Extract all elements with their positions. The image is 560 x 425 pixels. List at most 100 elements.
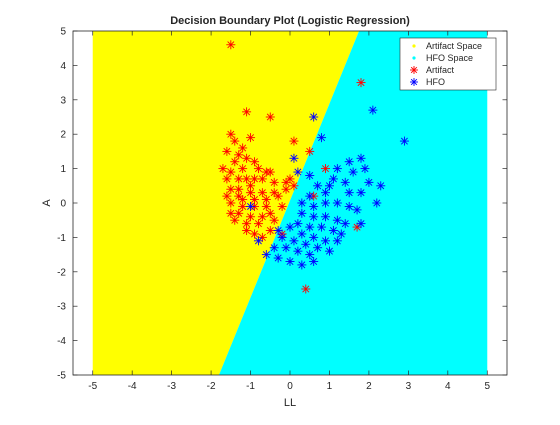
hfo-point (309, 212, 319, 222)
hfo-point (277, 232, 287, 242)
y-tick-label: 4 (60, 61, 66, 72)
hfo-point (253, 236, 263, 246)
legend-box (399, 37, 497, 91)
artifact-point (226, 184, 236, 194)
y-tick-label: -4 (57, 336, 66, 347)
legend-label-artifact-space: Artifact Space (426, 41, 482, 51)
x-tick-label: -1 (246, 381, 255, 392)
hfo-point (324, 181, 334, 191)
hfo-point (332, 198, 342, 208)
artifact-point (257, 188, 267, 198)
artifact-point (242, 107, 252, 117)
hfo-point (344, 201, 354, 211)
artifact-point (246, 133, 256, 143)
artifact-point (249, 157, 259, 167)
legend: Artifact Space HFO Space Artifact HFO (399, 37, 497, 91)
artifact-point (238, 143, 248, 153)
hfo-point (321, 188, 331, 198)
hfo-point (356, 219, 366, 229)
artifact-point (242, 219, 252, 229)
x-tick-label: -3 (167, 381, 176, 392)
hfo-point (368, 105, 378, 115)
hfo-point (356, 188, 366, 198)
hfo-point (273, 253, 283, 263)
artifact-point (234, 174, 244, 184)
hfo-point (305, 191, 315, 201)
y-tick-label: -3 (57, 302, 66, 313)
hfo-point (332, 236, 342, 246)
hfo-point (328, 174, 338, 184)
y-tick-label: 2 (60, 130, 66, 141)
artifact-point (249, 174, 259, 184)
legend-marker-hfo-space (412, 56, 416, 60)
artifact-point (238, 201, 248, 211)
artifact-point (230, 215, 240, 225)
hfo-point (293, 167, 303, 177)
hfo-point (344, 157, 354, 167)
hfo-point (352, 205, 362, 215)
hfo-point (321, 236, 331, 246)
artifact-point (289, 136, 299, 146)
artifact-point (261, 201, 271, 211)
hfo-point (317, 222, 327, 232)
hfo-point (313, 181, 323, 191)
hfo-point (289, 236, 299, 246)
hfo-point (344, 188, 354, 198)
artifact-point (234, 208, 244, 218)
artifact-point (305, 146, 315, 156)
hfo-point (289, 153, 299, 163)
artifact-point (234, 191, 244, 201)
legend-marker-artifact (410, 66, 418, 74)
artifact-point (226, 40, 236, 50)
hfo-point (297, 260, 307, 270)
hfo-point (301, 239, 311, 249)
hfo-point (261, 250, 271, 260)
artifact-point (269, 215, 279, 225)
hfo-point (269, 243, 279, 253)
legend-marker-artifact-space (412, 44, 416, 48)
hfo-point (305, 222, 315, 232)
artifact-point (222, 146, 232, 156)
artifact-point (265, 112, 275, 122)
artifact-space-region (92, 31, 360, 375)
artifact-point (261, 195, 271, 205)
artifact-point (218, 164, 228, 174)
y-tick-label: 0 (60, 199, 66, 210)
artifact-point (281, 177, 291, 187)
hfo-point (360, 164, 370, 174)
artifact-point (226, 129, 236, 139)
y-axis-label: A (41, 199, 53, 207)
legend-marker-hfo (410, 78, 418, 86)
artifact-point (321, 164, 331, 174)
hfo-point (293, 246, 303, 256)
artifact-point (281, 184, 291, 194)
hfo-point (340, 177, 350, 187)
hfo-point (364, 177, 374, 187)
hfo-point (328, 226, 338, 236)
artifact-point (257, 174, 267, 184)
hfo-point (356, 153, 366, 163)
y-tick-label: 5 (60, 27, 66, 38)
hfo-point (332, 215, 342, 225)
x-tick-label: -4 (128, 381, 137, 392)
x-tick-label: 3 (406, 381, 412, 392)
artifact-point (222, 191, 232, 201)
y-tick-label: 3 (60, 95, 66, 106)
artifact-point (230, 157, 240, 167)
artifact-point (234, 150, 244, 160)
artifact-point (265, 208, 275, 218)
hfo-point (285, 256, 295, 266)
artifact-point (257, 212, 267, 222)
hfo-point (309, 112, 319, 122)
artifact-point (301, 284, 311, 294)
hfo-point (305, 250, 315, 260)
artifact-point (269, 177, 279, 187)
hfo-point (297, 229, 307, 239)
hfo-point (305, 170, 315, 180)
x-tick-label: 0 (287, 381, 293, 392)
hfo-point (273, 226, 283, 236)
artifact-point (356, 78, 366, 88)
artifact-point (222, 174, 232, 184)
